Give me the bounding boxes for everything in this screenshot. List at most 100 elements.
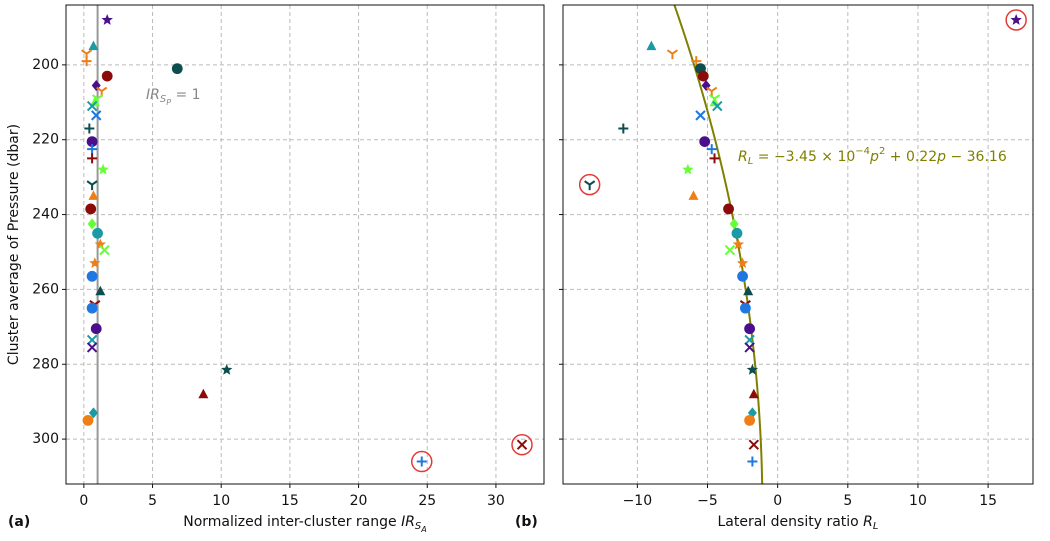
point bbox=[91, 110, 102, 121]
x-tick-label: −5 bbox=[697, 493, 718, 509]
point bbox=[744, 414, 755, 426]
point bbox=[743, 285, 754, 296]
x-axis-label-part: Normalized inter-cluster range bbox=[183, 514, 401, 530]
highlight-circle bbox=[578, 173, 601, 196]
point bbox=[706, 86, 718, 97]
point bbox=[86, 136, 98, 147]
point bbox=[688, 190, 699, 200]
x-axis-label-part: A bbox=[420, 525, 426, 534]
point bbox=[87, 153, 98, 164]
point bbox=[92, 227, 103, 239]
point bbox=[740, 302, 751, 314]
point bbox=[748, 439, 760, 450]
point bbox=[416, 456, 427, 467]
point bbox=[90, 323, 102, 335]
point bbox=[712, 100, 723, 112]
x-axis-label: Normalized inter-cluster range IRSA bbox=[183, 514, 427, 534]
annotation-part: P bbox=[166, 98, 171, 107]
axes-frame bbox=[65, 4, 545, 485]
x-tick-label: 10 bbox=[212, 493, 230, 509]
x-tick-label: 20 bbox=[350, 493, 368, 509]
annotation: IRSP = 1 bbox=[146, 87, 201, 107]
annotation-part: L bbox=[748, 156, 754, 167]
annotation-part: R bbox=[738, 149, 748, 165]
point bbox=[99, 244, 110, 256]
panel-label: (a) bbox=[8, 514, 30, 530]
axes-frame bbox=[562, 4, 1034, 485]
x-tick-label: 15 bbox=[281, 493, 299, 509]
x-axis-label-part: S bbox=[415, 521, 422, 532]
point bbox=[88, 407, 98, 419]
point bbox=[699, 136, 711, 147]
x-axis-label-part: R bbox=[863, 514, 873, 530]
point bbox=[682, 163, 694, 175]
annotation-part: 2 bbox=[879, 146, 885, 157]
annotation-part: p bbox=[936, 149, 946, 165]
point bbox=[729, 218, 739, 230]
point bbox=[584, 180, 596, 191]
annotation-part: IR bbox=[146, 87, 160, 103]
point bbox=[736, 257, 749, 269]
annotation-part: = −3.45 × 10 bbox=[753, 149, 855, 165]
point bbox=[84, 123, 95, 134]
x-tick-label: −10 bbox=[623, 493, 653, 509]
point bbox=[86, 100, 98, 112]
y-axis-label: Cluster average of Pressure (dbar) bbox=[6, 124, 22, 365]
annotation-part: p bbox=[869, 149, 879, 165]
point bbox=[86, 342, 98, 353]
highlight-circle bbox=[411, 450, 433, 473]
x-tick-label: 0 bbox=[79, 493, 88, 509]
x-axis-label-part: Lateral density ratio bbox=[718, 514, 864, 530]
y-tick-label: 240 bbox=[32, 207, 59, 223]
point bbox=[88, 40, 99, 51]
y-tick-label: 280 bbox=[32, 356, 59, 372]
y-tick-label: 200 bbox=[32, 57, 59, 73]
point bbox=[97, 163, 109, 175]
point bbox=[87, 218, 97, 230]
point bbox=[732, 238, 745, 250]
x-tick-label: 5 bbox=[148, 493, 157, 509]
x-axis-label-part: IR bbox=[401, 514, 415, 530]
highlight-circle bbox=[511, 433, 533, 456]
point bbox=[198, 388, 209, 399]
x-tick-label: 0 bbox=[773, 493, 782, 509]
point bbox=[89, 96, 100, 107]
point bbox=[86, 334, 98, 346]
x-tick-label: 5 bbox=[843, 493, 852, 509]
panel-label: (b) bbox=[515, 514, 538, 530]
point bbox=[86, 270, 98, 282]
point bbox=[731, 227, 743, 239]
point bbox=[646, 40, 657, 51]
point bbox=[85, 203, 97, 215]
point bbox=[95, 285, 106, 296]
x-axis-label: Lateral density ratio RL bbox=[718, 514, 879, 532]
annotation-part: S bbox=[160, 94, 167, 105]
annotation-part: −4 bbox=[855, 146, 870, 157]
point bbox=[709, 96, 720, 107]
point bbox=[1010, 13, 1022, 25]
x-tick-label: 10 bbox=[909, 493, 927, 509]
y-tick-label: 260 bbox=[32, 281, 59, 297]
point bbox=[81, 56, 92, 67]
highlight-circle bbox=[1005, 9, 1027, 31]
x-tick-label: 25 bbox=[418, 493, 436, 509]
point bbox=[697, 70, 709, 82]
point bbox=[695, 110, 706, 121]
point bbox=[87, 144, 98, 155]
point bbox=[618, 123, 629, 134]
point bbox=[744, 323, 755, 335]
point bbox=[89, 257, 101, 269]
point bbox=[706, 144, 717, 155]
annotation-part: + 0.22 bbox=[885, 149, 937, 165]
point bbox=[666, 49, 679, 60]
point bbox=[744, 342, 755, 353]
point bbox=[86, 180, 98, 191]
point bbox=[221, 363, 233, 375]
x-axis-label-part: L bbox=[873, 521, 879, 532]
point bbox=[82, 414, 94, 426]
x-tick-label: 15 bbox=[979, 493, 997, 509]
point bbox=[724, 244, 736, 256]
annotation-part: − 36.16 bbox=[946, 149, 1007, 165]
point bbox=[744, 334, 755, 346]
